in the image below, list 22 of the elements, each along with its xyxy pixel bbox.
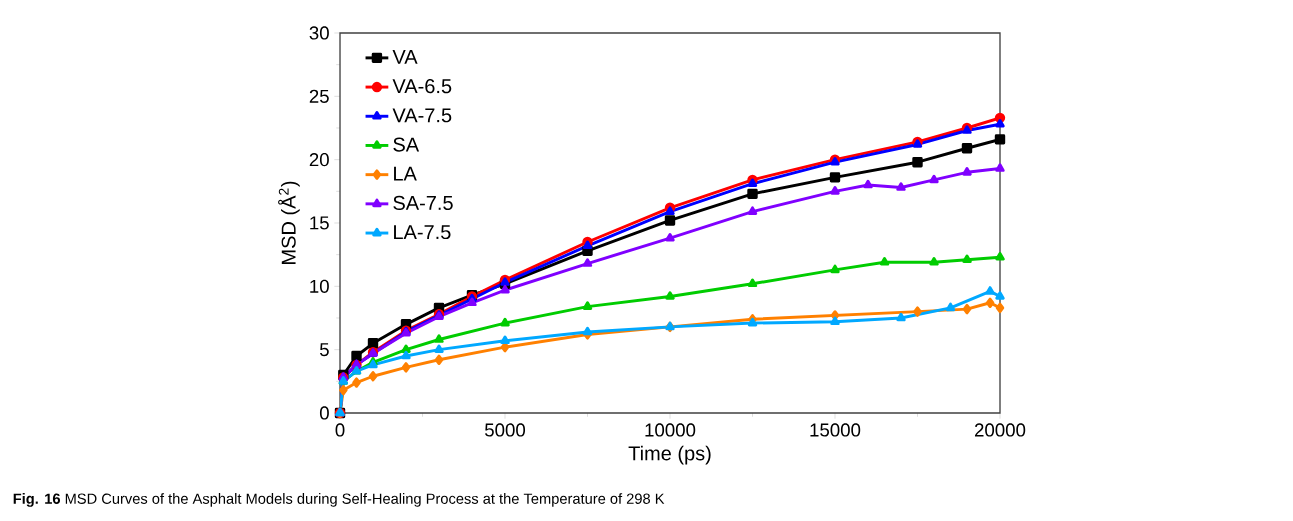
y-tick-label: 0: [319, 406, 329, 420]
x-tick-label: 0: [335, 423, 345, 437]
x-tick-label: 5000: [485, 423, 526, 437]
x-axis-title: Time (ps): [628, 445, 711, 465]
legend-label: VA-6.5: [392, 79, 452, 94]
x-tick-label: 20000: [974, 423, 1026, 437]
x-tick-label: 15000: [810, 423, 861, 437]
legend-label: VA: [392, 50, 418, 64]
x-tick-label: 10000: [645, 423, 696, 437]
y-tick-label: 10: [310, 279, 329, 293]
y-tick-label: 30: [309, 26, 329, 40]
text: Fig. 16 MSD Curves of the Asphalt Models during Self-Healing Process at the Temperature of 298 K: [13, 493, 665, 507]
y-tick-label: 5: [319, 343, 329, 357]
y-tick-label: 25: [309, 89, 329, 103]
y-axis-title: MSD (Å$^{2}$): [278, 181, 300, 264]
y-tick-label: 20: [309, 153, 329, 167]
y-tick-label: 15: [310, 216, 329, 230]
legend-label: LA: [394, 166, 417, 181]
legend-label: SA-7.5: [393, 195, 453, 211]
legend-label: SA: [393, 137, 420, 152]
legend-label: LA-7.5: [394, 225, 451, 240]
legend-label: VA-7.5: [392, 108, 452, 123]
